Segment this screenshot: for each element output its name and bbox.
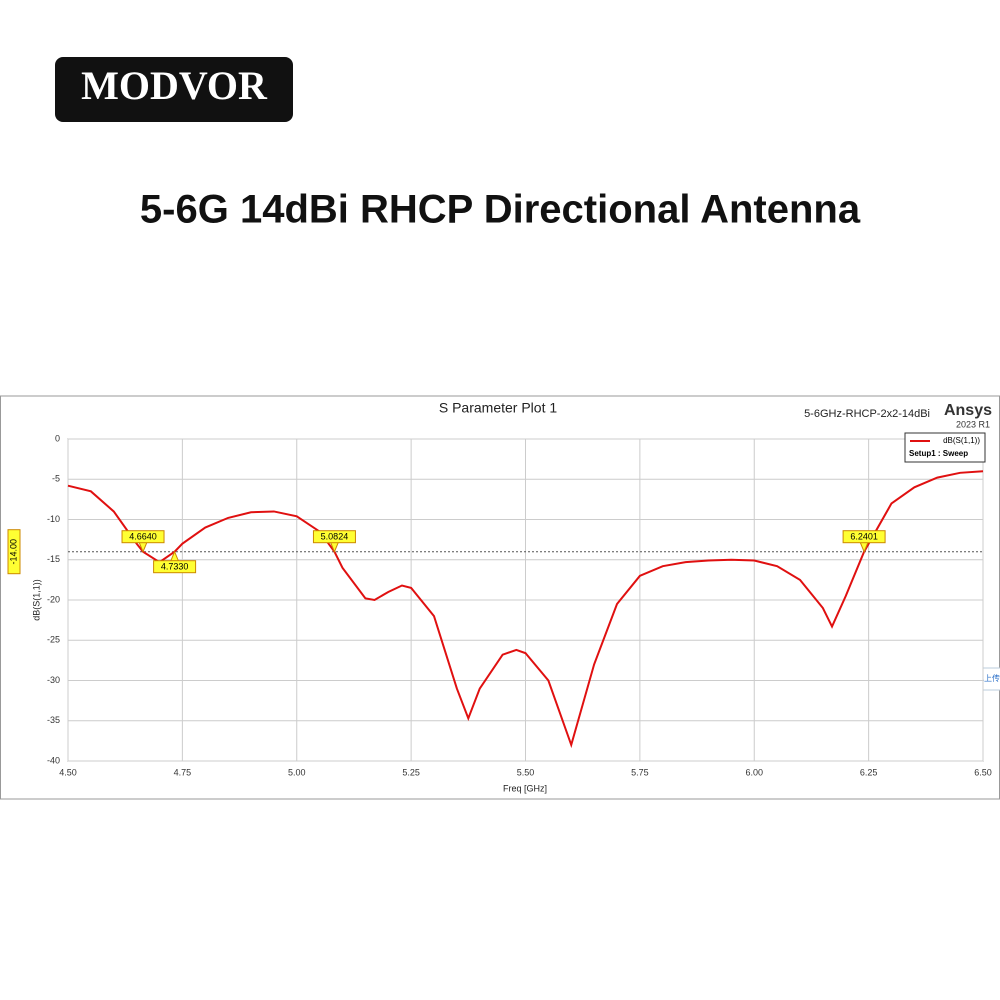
marker-label: 5.0824	[321, 532, 349, 542]
y-tick-label: -30	[47, 675, 60, 685]
marker-label: 6.2401	[850, 532, 878, 542]
x-tick-label: 6.50	[974, 767, 992, 777]
x-tick-label: 5.00	[288, 767, 306, 777]
series-line	[67, 470, 984, 749]
y-tick-label: -5	[52, 474, 60, 484]
marker-badge	[842, 530, 886, 544]
marker-badge	[312, 530, 356, 544]
threshold-badge	[7, 529, 21, 575]
marker: 6.2401	[842, 530, 886, 554]
x-tick-label: 5.75	[631, 767, 649, 777]
y-axis-label: dB(S(1,1))	[31, 579, 41, 621]
legend-subtitle: Setup1 : Sweep	[909, 449, 968, 458]
x-tick-label: 6.00	[745, 767, 763, 777]
y-tick-label: -15	[47, 554, 60, 564]
project: 5-6GHz-RHCP-2x2-14dBi	[804, 408, 930, 420]
x-tick-label: 4.75	[174, 767, 192, 777]
version: 2023 R1	[956, 419, 990, 429]
chart-title: S Parameter Plot 1	[439, 400, 557, 416]
brand: MODVOR	[81, 63, 268, 108]
x-tick-label: 4.50	[59, 767, 77, 777]
marker-badge	[121, 530, 165, 544]
y-tick-label: 0	[55, 433, 60, 443]
y-tick-label: -35	[47, 715, 60, 725]
y-tick-label: -40	[47, 755, 60, 765]
marker: 4.7330	[153, 550, 197, 574]
legend-box	[904, 432, 986, 463]
x-tick-label: 5.25	[402, 767, 420, 777]
x-tick-label: 6.25	[860, 767, 878, 777]
headline: 5-6G 14dBi RHCP Directional Antenna	[140, 188, 861, 232]
x-tick-label: 5.50	[517, 767, 535, 777]
legend-label: dB(S(1,1))	[943, 436, 980, 445]
vendor: Ansys	[944, 402, 992, 419]
y-tick-label: -10	[47, 514, 60, 524]
y-tick-label: -20	[47, 594, 60, 604]
x-axis-label: Freq [GHz]	[503, 783, 547, 793]
marker-badge	[153, 560, 197, 574]
y-tick-label: -25	[47, 635, 60, 645]
marker: 5.0824	[312, 530, 356, 554]
brand-badge	[55, 57, 293, 122]
marker-label: 4.6640	[129, 532, 157, 542]
threshold-label: -14.00	[8, 539, 18, 565]
marker: 4.6640	[121, 530, 165, 554]
marker-label: 4.7330	[161, 562, 189, 572]
